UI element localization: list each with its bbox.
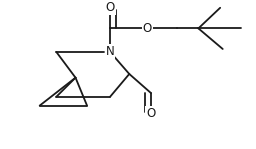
Text: O: O bbox=[146, 107, 156, 120]
Text: N: N bbox=[106, 45, 114, 58]
Text: O: O bbox=[143, 22, 152, 35]
Text: O: O bbox=[105, 1, 115, 14]
